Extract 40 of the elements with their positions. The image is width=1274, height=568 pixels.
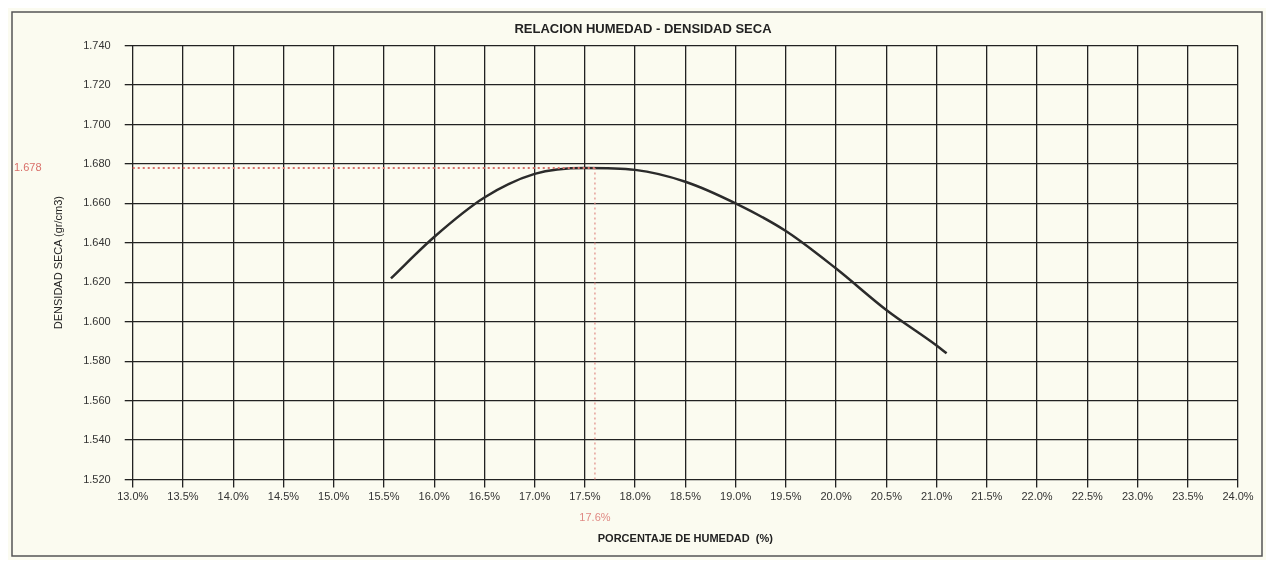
- y-tick-label: 1.700: [83, 117, 111, 130]
- y-tick-label: 1.560: [83, 393, 111, 406]
- x-tick-label: 18.0%: [619, 490, 651, 503]
- x-tick-label: 13.5%: [167, 490, 199, 503]
- y-tick-label: 1.520: [83, 472, 111, 485]
- ref-line-label: 1.678: [14, 160, 42, 173]
- x-tick-label: 15.5%: [368, 490, 400, 503]
- y-tick-label: 1.680: [83, 156, 111, 169]
- x-tick-label: 17.5%: [569, 490, 601, 503]
- x-tick-label: 21.5%: [971, 490, 1003, 503]
- x-tick-label: 18.5%: [669, 490, 702, 503]
- x-tick-label: 23.0%: [1121, 490, 1154, 503]
- y-tick-label: 1.540: [83, 433, 111, 446]
- x-tick-label: 14.5%: [267, 490, 300, 503]
- x-tick-label: 19.5%: [770, 490, 802, 503]
- x-tick-label: 19.0%: [720, 490, 752, 503]
- x-tick-label: 24.0%: [1222, 490, 1254, 503]
- x-tick-label: 16.0%: [418, 490, 450, 503]
- y-tick-label: 1.640: [83, 235, 111, 248]
- x-tick-label: 22.0%: [1021, 490, 1053, 503]
- x-tick-label: 17.0%: [519, 490, 551, 503]
- y-axis-title: DENSIDAD SECA (gr/cm3): [51, 195, 64, 330]
- x-tick-label: 22.5%: [1071, 490, 1104, 503]
- chart-title: RELACION HUMEDAD - DENSIDAD SECA: [514, 21, 773, 37]
- x-tick-label: 15.0%: [318, 490, 350, 503]
- y-tick-label: 1.620: [83, 275, 111, 288]
- x-tick-label: 21.0%: [920, 490, 953, 503]
- x-tick-label: 13.0%: [117, 490, 149, 503]
- x-tick-label: 16.5%: [468, 490, 501, 503]
- y-tick-label: 1.720: [83, 78, 111, 91]
- y-tick-label: 1.600: [83, 314, 111, 327]
- y-tick-label: 1.580: [83, 354, 111, 367]
- x-tick-label: 20.0%: [820, 490, 852, 503]
- y-tick-label: 1.740: [83, 38, 111, 51]
- y-tick-label: 1.660: [83, 196, 111, 209]
- ref-line-label: 17.6%: [579, 510, 611, 523]
- x-tick-label: 14.0%: [217, 490, 250, 503]
- x-tick-label: 20.5%: [870, 490, 903, 503]
- x-axis-title: PORCENTAJE DE HUMEDAD (%): [597, 532, 774, 545]
- x-tick-label: 23.5%: [1172, 490, 1204, 503]
